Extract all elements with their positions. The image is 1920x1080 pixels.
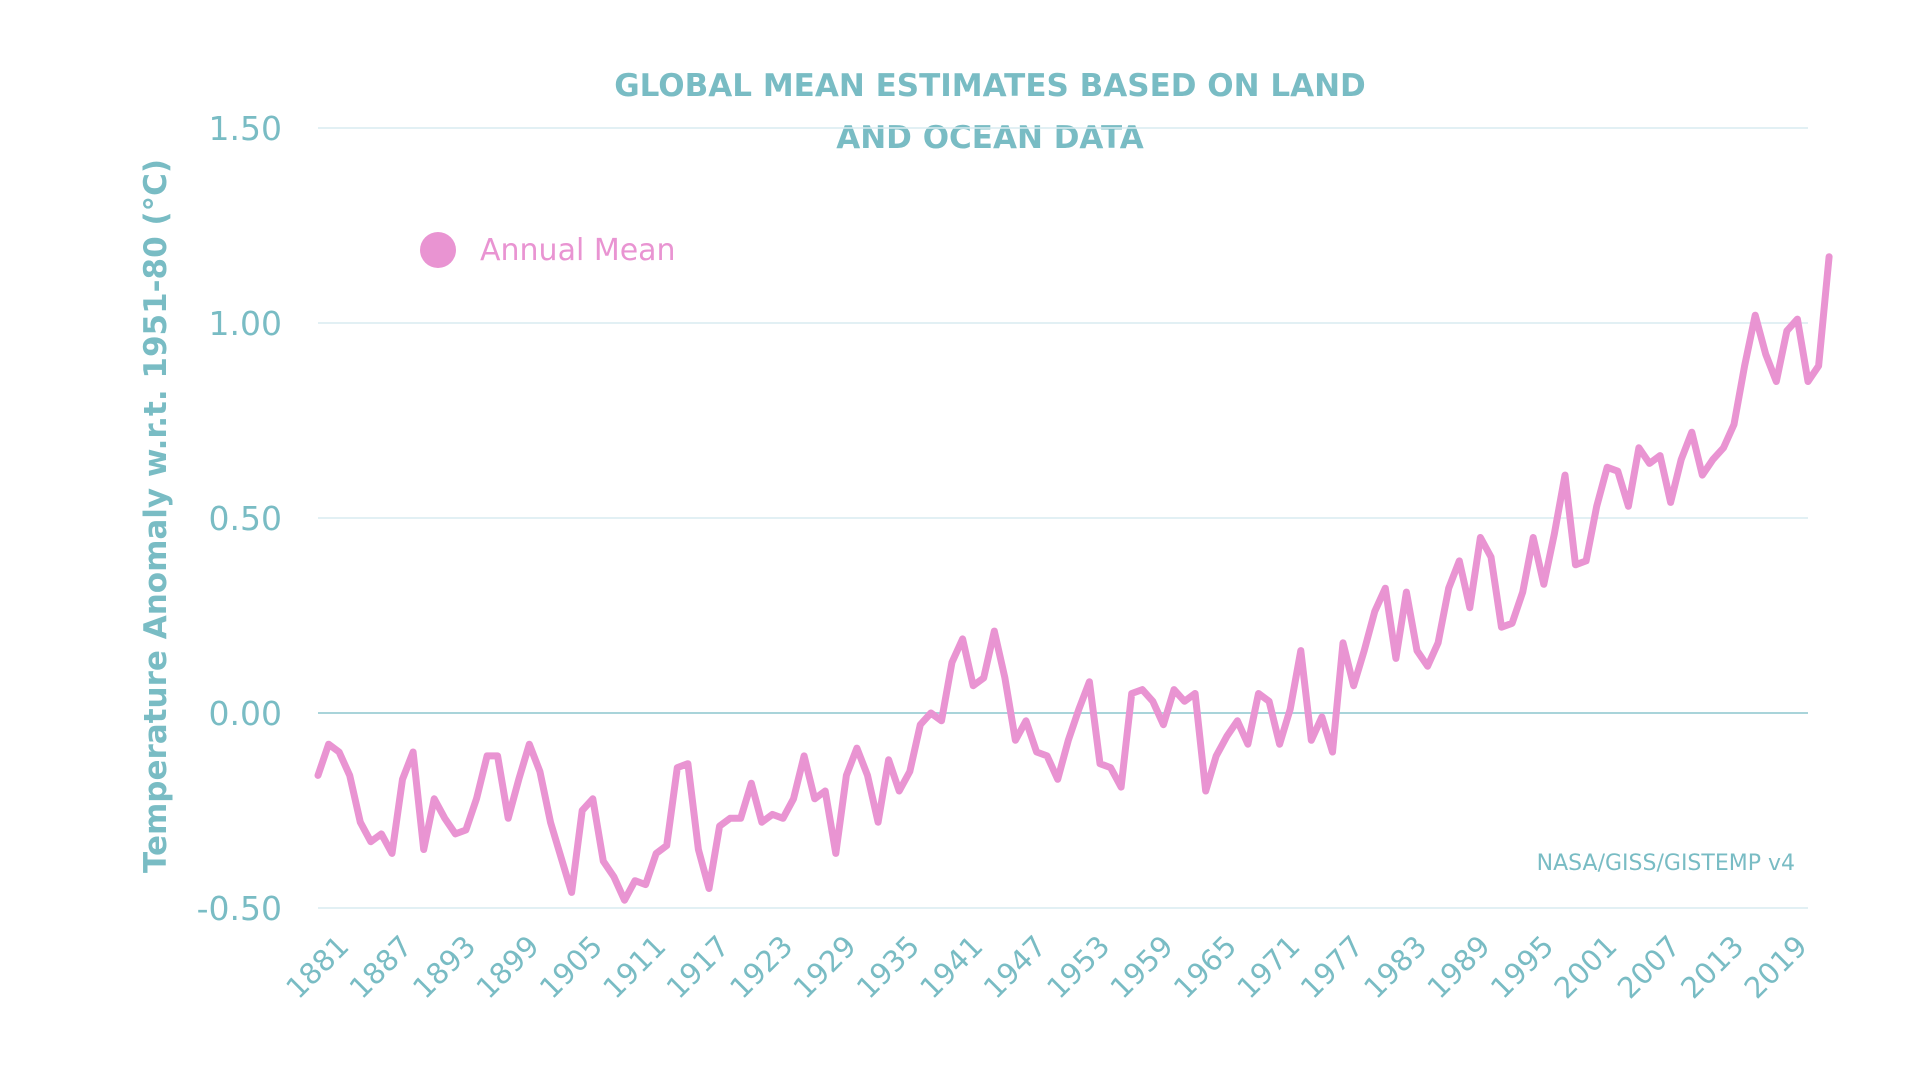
y-axis-ticks: -0.50 0.00 0.50 1.00 1.50 (197, 109, 282, 928)
y-tick-label: 0.00 (209, 694, 282, 733)
x-tick-label: 1923 (723, 929, 799, 1005)
x-tick-label: 2001 (1547, 929, 1623, 1005)
x-tick-label: 1953 (1040, 929, 1116, 1005)
x-tick-label: 1941 (913, 929, 989, 1005)
chart-title-line-1: GLOBAL MEAN ESTIMATES BASED ON LAND (614, 68, 1366, 104)
x-tick-label: 1995 (1484, 929, 1560, 1005)
legend: Annual Mean (420, 232, 676, 268)
x-tick-label: 1959 (1104, 929, 1180, 1005)
x-tick-label: 1899 (469, 929, 545, 1005)
x-tick-label: 1989 (1421, 929, 1497, 1005)
x-tick-label: 1893 (406, 929, 482, 1005)
legend-label-annual-mean: Annual Mean (480, 233, 676, 268)
legend-marker-annual-mean (420, 232, 456, 268)
x-tick-label: 1947 (977, 929, 1053, 1005)
x-tick-label: 2013 (1674, 929, 1750, 1005)
x-tick-label: 2019 (1738, 929, 1814, 1005)
x-tick-label: 1905 (533, 929, 609, 1005)
x-tick-label: 1971 (1230, 929, 1306, 1005)
x-tick-label: 2007 (1611, 929, 1687, 1005)
gridlines (318, 127, 1808, 909)
x-tick-label: 1881 (279, 929, 355, 1005)
x-tick-label: 1917 (660, 929, 736, 1005)
x-axis-ticks: 1881188718931899190519111917192319291935… (279, 929, 1814, 1005)
y-axis-label: Temperature Anomaly w.r.t. 1951-80 (°C) (138, 159, 174, 873)
x-tick-label: 1935 (850, 929, 926, 1005)
x-tick-label: 1887 (343, 929, 419, 1005)
y-tick-label: 1.00 (209, 304, 282, 343)
x-tick-label: 1911 (596, 929, 672, 1005)
source-credit: NASA/GISS/GISTEMP v4 (1537, 851, 1795, 876)
x-tick-label: 1965 (1167, 929, 1243, 1005)
y-tick-label: 0.50 (209, 499, 282, 538)
series-line-annual-mean (314, 253, 1833, 904)
x-tick-label: 1983 (1357, 929, 1433, 1005)
chart-title-line-2: AND OCEAN DATA (836, 120, 1144, 156)
y-tick-label: 1.50 (209, 109, 282, 148)
y-tick-label: -0.50 (197, 889, 282, 928)
x-tick-label: 1977 (1294, 929, 1370, 1005)
x-tick-label: 1929 (787, 929, 863, 1005)
series-layer (314, 253, 1833, 904)
